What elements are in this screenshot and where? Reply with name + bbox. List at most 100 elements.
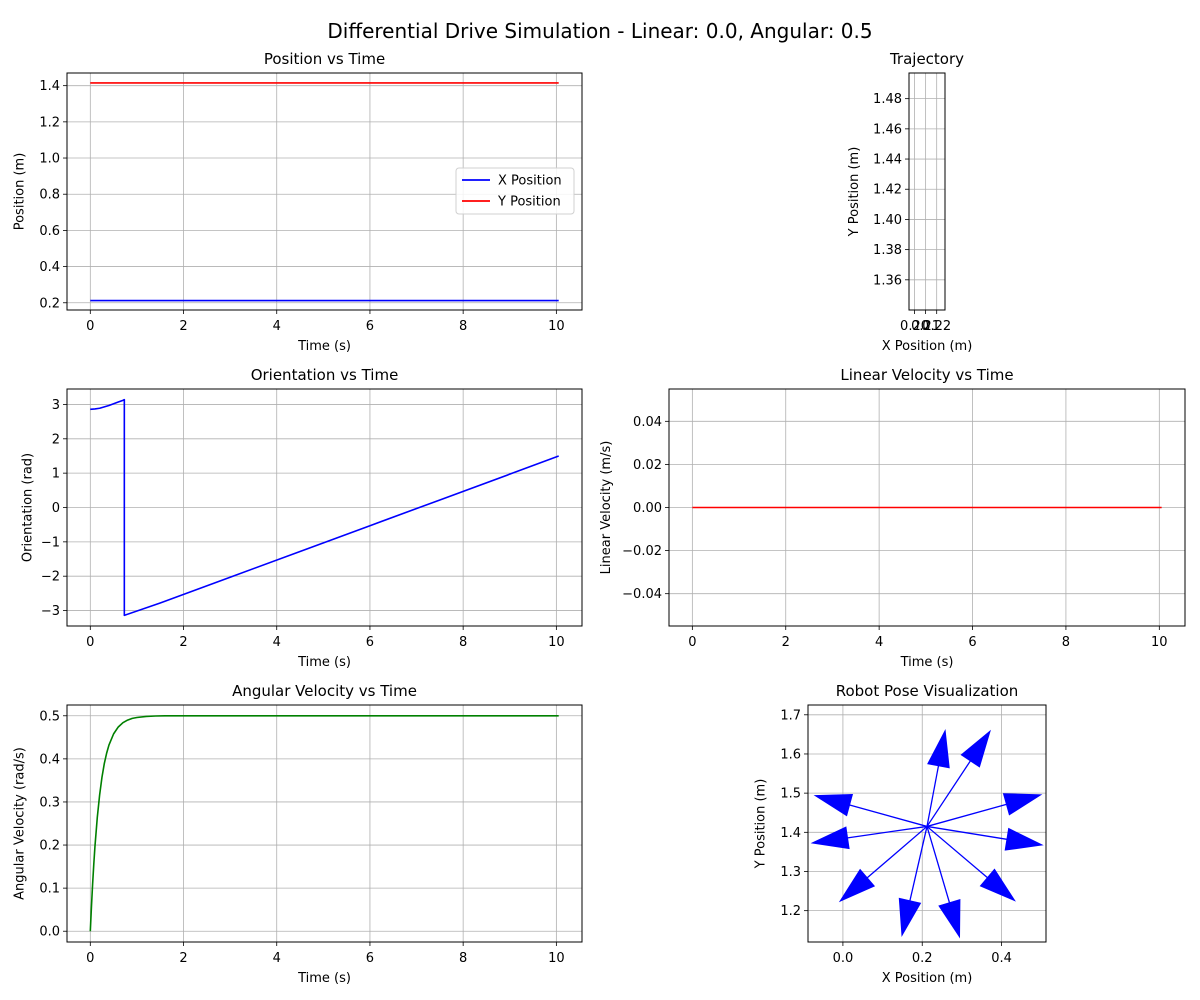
y-axis-label: Linear Velocity (m/s) — [599, 441, 614, 575]
x-tick-label: 10 — [548, 635, 565, 650]
x-tick-label: 0.20 — [900, 319, 929, 334]
x-tick-label: 0 — [86, 319, 94, 334]
x-tick-label: 8 — [459, 951, 467, 966]
chart-title: Angular Velocity vs Time — [232, 682, 417, 700]
axes-frame — [66, 704, 583, 943]
y-tick-label: 1.44 — [873, 153, 902, 168]
y-tick-label: −2 — [41, 570, 60, 585]
x-tick-label: 0 — [86, 635, 94, 650]
x-tick-label: 6 — [366, 319, 374, 334]
x-tick-label: 8 — [459, 319, 467, 334]
y-tick-label: −0.02 — [622, 544, 662, 559]
chart-title: Linear Velocity vs Time — [840, 366, 1013, 384]
y-tick-label: 1 — [52, 467, 60, 482]
x-tick-label: 4 — [273, 319, 281, 334]
x-tick-label: 0.2 — [912, 951, 933, 966]
y-tick-label: −3 — [41, 604, 60, 619]
chart-title: Position vs Time — [264, 50, 385, 68]
y-tick-label: 0 — [52, 501, 60, 516]
plot-area — [90, 398, 559, 617]
y-axis-label: Angular Velocity (rad/s) — [13, 747, 28, 900]
x-tick-label: 10 — [1151, 635, 1168, 650]
y-tick-label: 1.2 — [39, 115, 60, 130]
y-tick-label: 0.02 — [633, 458, 662, 473]
x-tick-label: 8 — [1062, 635, 1070, 650]
plot-area — [89, 714, 559, 932]
y-tick-label: 1.7 — [780, 708, 801, 723]
y-axis-label: Orientation (rad) — [20, 453, 35, 562]
y-tick-label: 0.4 — [39, 752, 60, 767]
y-tick-label: 1.4 — [780, 826, 801, 841]
chart-title: Robot Pose Visualization — [836, 682, 1019, 700]
y-tick-label: −1 — [41, 535, 60, 550]
y-tick-label: 1.6 — [780, 747, 801, 762]
x-tick-label: 8 — [459, 635, 467, 650]
y-tick-label: 3 — [52, 398, 60, 413]
axes-frame — [807, 704, 1047, 943]
y-tick-label: 0.6 — [39, 224, 60, 239]
x-axis-label: X Position (m) — [882, 971, 973, 986]
y-tick-label: 0.0 — [39, 925, 60, 940]
y-tick-label: 0.2 — [39, 296, 60, 311]
plot-area — [810, 729, 1044, 939]
grid — [909, 73, 945, 310]
x-tick-label: 0.22 — [922, 319, 951, 334]
plot-area — [90, 82, 559, 302]
grid — [669, 389, 1185, 626]
y-tick-label: −0.04 — [622, 587, 662, 602]
y-tick-label: 1.48 — [873, 92, 902, 107]
x-tick-label: 2 — [179, 635, 187, 650]
pose-arrow — [926, 826, 961, 939]
legend-entry: Y Position — [497, 195, 561, 210]
pose-arrow — [898, 826, 928, 938]
robot-pose-visualization-chart: 0.0 0.2 0.4 1.2 1.3 1.4 1.5 1.6 1.7 Robot Pose Vi… — [754, 682, 1047, 986]
y-axis-label: Y Position (m) — [754, 779, 769, 870]
pose-arrow — [813, 793, 928, 828]
pose-arrow — [926, 729, 991, 827]
pose-arrow — [838, 825, 928, 903]
linear-velocity-vs-time-chart: 0 2 4 6 8 10 −0.04 −0.02 0.00 0.02 0.04 Linear Velo… — [599, 366, 1186, 670]
y-axis-label: Position (m) — [13, 153, 28, 231]
pose-arrow — [926, 825, 1044, 851]
y-tick-label: 1.5 — [780, 787, 801, 802]
x-tick-label: 0.4 — [991, 951, 1012, 966]
y-tick-label: 1.40 — [873, 213, 902, 228]
x-axis-label: Time (s) — [297, 339, 351, 354]
x-tick-label: 6 — [366, 635, 374, 650]
y-tick-label: 1.38 — [873, 243, 902, 258]
series-line-0 — [89, 714, 559, 932]
axes-frame — [908, 72, 946, 311]
y-tick-label: 0.4 — [39, 260, 60, 275]
x-tick-label: 0 — [86, 951, 94, 966]
pose-arrow — [926, 793, 1043, 828]
x-tick-label: 10 — [548, 319, 565, 334]
x-tick-label: 10 — [548, 951, 565, 966]
y-tick-label: 0.5 — [39, 709, 60, 724]
x-axis-label: Time (s) — [900, 655, 954, 670]
chart-title: Trajectory — [889, 50, 964, 68]
position-vs-time-chart: 0 2 4 6 8 10 0.2 0.4 0.6 0.8 1.0 1.2 1.4 Position vs … — [13, 50, 583, 354]
x-tick-label: 4 — [875, 635, 883, 650]
x-tick-label: 6 — [366, 951, 374, 966]
y-tick-label: 1.3 — [780, 865, 801, 880]
y-tick-label: 0.3 — [39, 795, 60, 810]
orientation-vs-time-chart: 0 2 4 6 8 10 −3 −2 −1 0 1 2 3 Orientation vs Time Time… — [20, 366, 583, 670]
pose-arrow — [810, 825, 928, 850]
x-axis-label: X Position (m) — [882, 339, 973, 354]
y-tick-label: 0.04 — [633, 415, 662, 430]
x-tick-label: 4 — [273, 951, 281, 966]
y-axis-label: Y Position (m) — [847, 147, 862, 238]
x-tick-label: 4 — [273, 635, 281, 650]
x-tick-label: 2 — [179, 951, 187, 966]
y-tick-label: 1.42 — [873, 183, 902, 198]
x-tick-label: 0 — [688, 635, 696, 650]
x-tick-label: 2 — [179, 319, 187, 334]
chart-title: Orientation vs Time — [251, 366, 399, 384]
angular-velocity-vs-time-chart: 0 2 4 6 8 10 0.0 0.1 0.2 0.3 0.4 0.5 Angular Velocit… — [13, 682, 583, 986]
pose-arrow — [926, 729, 950, 827]
y-tick-label: 0.00 — [633, 501, 662, 516]
pose-arrow — [926, 825, 1016, 902]
legend: X Position Y Position — [455, 167, 575, 215]
